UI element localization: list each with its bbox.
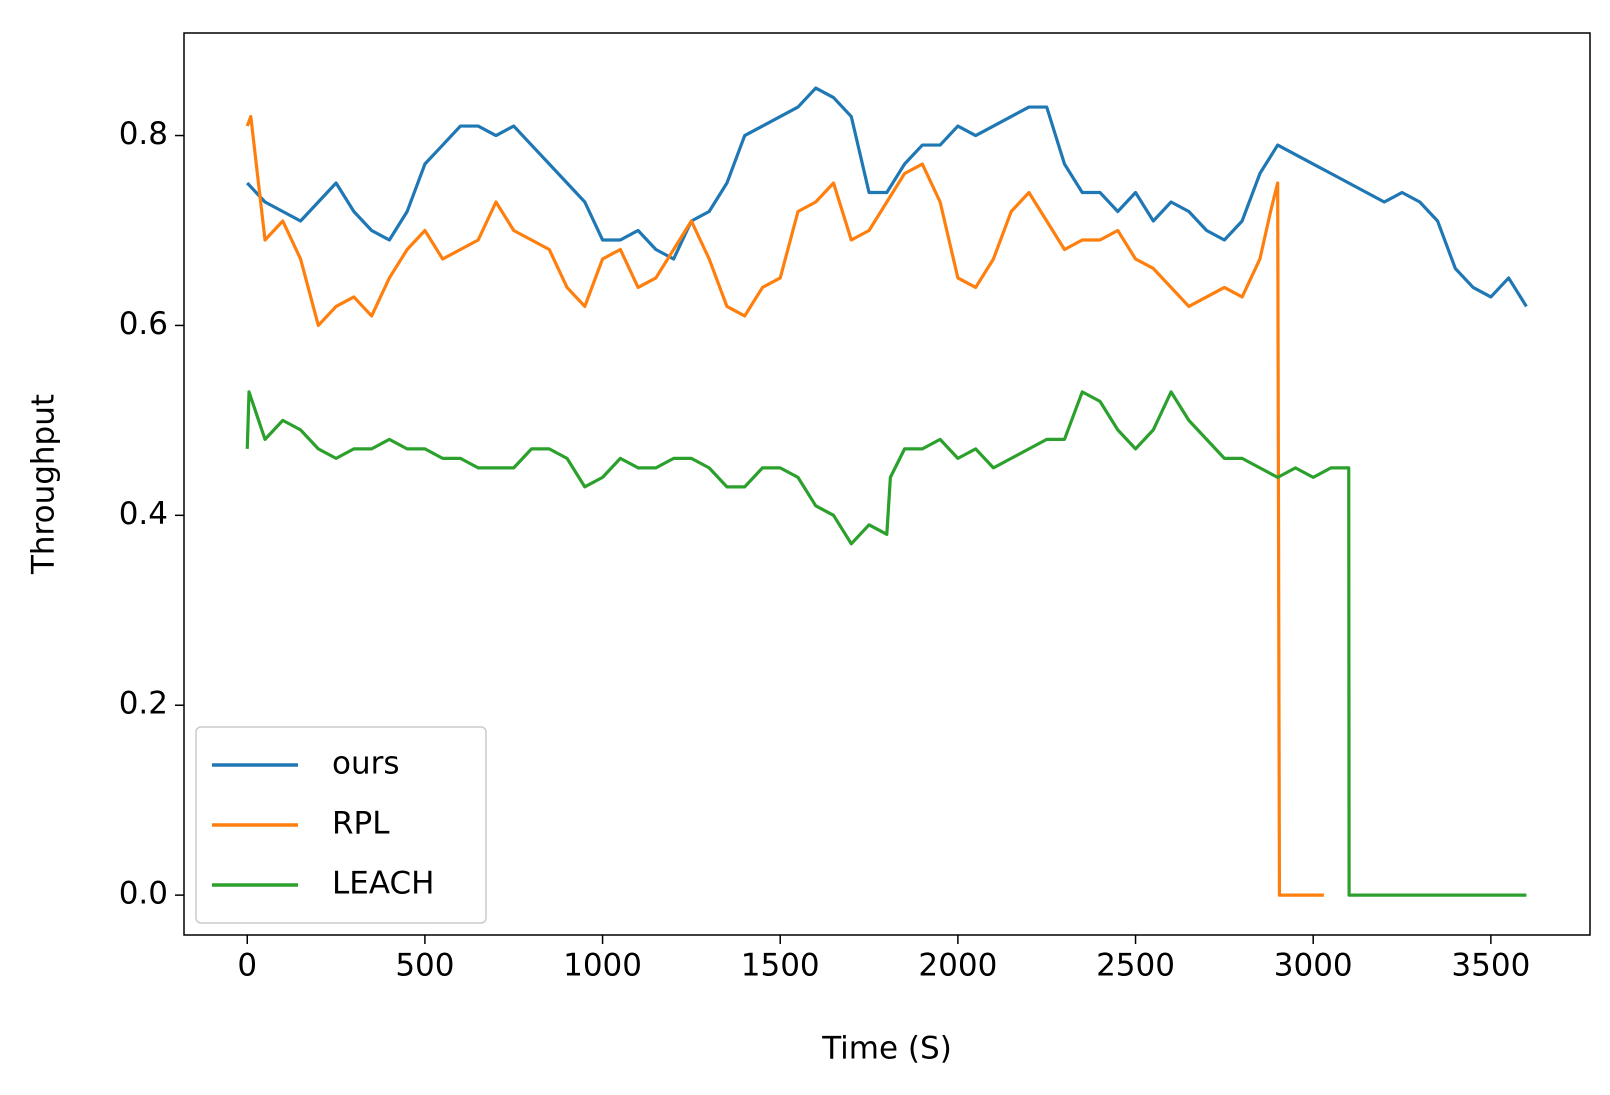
line-series [245,114,1324,897]
y-tick-label: 0.6 [119,306,168,342]
legend-box [195,726,487,924]
x-tick-label: 0 [237,948,257,984]
plot-frame [183,32,1591,936]
x-axis-label: Time (S) [821,1031,952,1067]
y-tick-label: 0.8 [119,116,168,152]
y-axis-label: Throughput [26,394,62,575]
x-tick-label: 500 [395,948,454,984]
legend-label: RPL [332,806,390,842]
x-tick-label: 1000 [563,948,642,984]
y-tick-label: 0.0 [119,876,168,912]
legend-label: ours [332,746,400,782]
x-tick-label: 3000 [1274,948,1353,984]
x-tick-label: 2500 [1096,948,1175,984]
x-tick-label: 3500 [1451,948,1530,984]
line-series [245,390,1527,897]
line-series [246,86,1528,308]
x-tick-label: 2000 [918,948,997,984]
y-tick-label: 0.2 [119,686,168,722]
y-tick-label: 0.4 [119,496,168,532]
x-tick-label: 1500 [741,948,820,984]
legend-label: LEACH [332,866,434,902]
